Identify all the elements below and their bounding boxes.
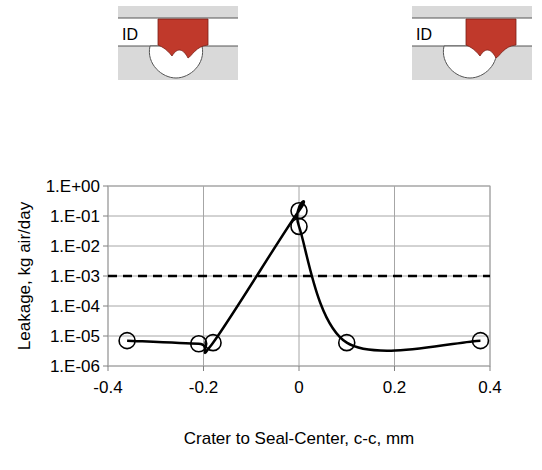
seal-illustration: ID [118,6,238,80]
housing [118,6,238,80]
tick-label-y: 1.E-03 [50,267,100,286]
tick-label-y: 1.E+00 [46,177,100,196]
tick-y [103,336,108,337]
annotation: ID [122,26,138,43]
chart: ID ID 1.E-06 1.E-05 1.E-04 1.E-03 1.E-02 1.E-01… [0,0,542,470]
data-point [205,335,221,351]
data-point [472,333,488,349]
tick-x [108,366,109,371]
tick-label-y: 1.E-05 [50,327,100,346]
tick-label-x: 0.4 [478,378,502,397]
tick-x [299,366,300,371]
data-point [291,218,307,234]
grid-line-y [108,336,490,337]
grid-line-y [108,246,490,247]
data-point [119,333,135,349]
seal-illustration: ID [412,6,532,80]
grid-line-y [108,306,490,307]
data-point [339,335,355,351]
tick-y [103,216,108,217]
annotation: ID [416,26,432,43]
tick-label-y: 1.E-01 [50,207,100,226]
tick-y [103,366,108,367]
plot-area [108,201,490,353]
reference-line [108,275,490,278]
data-point [291,203,307,219]
tick-label-y: 1.E-02 [50,237,100,256]
tick-y [103,246,108,247]
housing [412,6,532,80]
y-axis-title: Leakage, kg air/day [15,201,34,350]
tick-label-x: -0.4 [93,378,122,397]
tick-label-y: 1.E-06 [50,357,100,376]
channel-edge [118,18,238,19]
tick-label-x: 0 [294,378,303,397]
seal [466,19,516,58]
channel-edge [412,18,532,19]
x-axis-title: Crater to Seal-Center, c-c, mm [184,429,415,448]
tick-y [103,306,108,307]
grid [108,186,490,366]
tick-x [490,366,491,371]
crater [443,46,496,78]
tick-label-y: 1.E-04 [50,297,100,316]
tick-label-x: 0.2 [383,378,407,397]
grid-line-y [108,276,490,277]
tick-label-x: -0.2 [189,378,218,397]
tick-y [103,186,108,187]
seal [158,19,208,58]
tick-x [394,366,395,371]
tick-y [103,276,108,277]
series-line [127,201,480,353]
plot-frame [108,186,490,366]
tick-x [203,366,204,371]
